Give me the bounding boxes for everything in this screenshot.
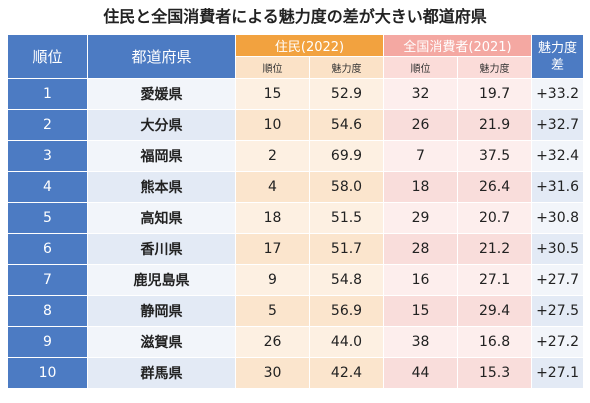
header-prefecture: 都道府県	[87, 34, 236, 79]
cell-residents-rank: 4	[235, 171, 310, 203]
cell-consumers-rank: 29	[383, 202, 459, 234]
cell-diff: +27.7	[531, 264, 585, 296]
cell-residents-rank: 26	[235, 326, 310, 358]
cell-consumers-rank: 15	[383, 295, 459, 327]
cell-residents-rank: 5	[235, 295, 310, 327]
cell-consumers-rank: 18	[383, 171, 459, 203]
cell-residents-rank: 9	[235, 264, 310, 296]
cell-consumers-score: 16.8	[457, 326, 533, 358]
cell-prefecture: 静岡県	[87, 295, 236, 327]
cell-diff: +27.5	[531, 295, 585, 327]
cell-prefecture: 香川県	[87, 233, 236, 265]
cell-diff: +31.6	[531, 171, 585, 203]
cell-consumers-score: 15.3	[457, 357, 533, 389]
table-row: 8 静岡県 5 56.9 15 29.4 +27.5	[7, 295, 585, 327]
subheader-consumers-rank: 順位	[383, 56, 459, 79]
cell-prefecture: 鹿児島県	[87, 264, 236, 296]
cell-residents-rank: 30	[235, 357, 310, 389]
cell-consumers-score: 26.4	[457, 171, 533, 203]
header-consumers-group: 全国消費者(2021)	[383, 34, 533, 57]
cell-residents-score: 58.0	[308, 171, 385, 203]
cell-rank: 6	[7, 233, 88, 265]
cell-residents-score: 42.4	[308, 357, 385, 389]
table-row: 3 福岡県 2 69.9 7 37.5 +32.4	[7, 140, 585, 172]
cell-rank: 7	[7, 264, 88, 296]
cell-diff: +32.4	[531, 140, 585, 172]
table-row: 4 熊本県 4 58.0 18 26.4 +31.6	[7, 171, 585, 203]
cell-prefecture: 大分県	[87, 109, 236, 141]
cell-residents-score: 51.5	[308, 202, 385, 234]
cell-rank: 5	[7, 202, 88, 234]
table-row: 9 滋賀県 26 44.0 38 16.8 +27.2	[7, 326, 585, 358]
cell-residents-score: 44.0	[308, 326, 385, 358]
table-row: 6 香川県 17 51.7 28 21.2 +30.5	[7, 233, 585, 265]
cell-diff: +27.2	[531, 326, 585, 358]
cell-consumers-rank: 7	[383, 140, 459, 172]
cell-prefecture: 愛媛県	[87, 78, 236, 110]
cell-consumers-score: 19.7	[457, 78, 533, 110]
cell-diff: +27.1	[531, 357, 585, 389]
cell-residents-rank: 17	[235, 233, 310, 265]
table-row: 1 愛媛県 15 52.9 32 19.7 +33.2	[7, 78, 585, 110]
header-row: 順位 都道府県 住民(2022) 全国消費者(2021) 魅力度差	[7, 34, 585, 79]
cell-rank: 1	[7, 78, 88, 110]
cell-diff: +30.8	[531, 202, 585, 234]
subheader-residents-score: 魅力度	[308, 56, 385, 79]
cell-consumers-rank: 38	[383, 326, 459, 358]
subheader-consumers-score: 魅力度	[457, 56, 533, 79]
cell-rank: 3	[7, 140, 88, 172]
cell-rank: 9	[7, 326, 88, 358]
cell-diff: +33.2	[531, 78, 585, 110]
cell-diff: +30.5	[531, 233, 585, 265]
cell-prefecture: 高知県	[87, 202, 236, 234]
cell-residents-rank: 15	[235, 78, 310, 110]
cell-prefecture: 滋賀県	[87, 326, 236, 358]
cell-residents-score: 51.7	[308, 233, 385, 265]
cell-prefecture: 群馬県	[87, 357, 236, 389]
table-row: 2 大分県 10 54.6 26 21.9 +32.7	[7, 109, 585, 141]
cell-residents-score: 69.9	[308, 140, 385, 172]
header-residents-group: 住民(2022)	[234, 34, 385, 57]
cell-consumers-score: 21.9	[457, 109, 533, 141]
cell-residents-score: 56.9	[308, 295, 385, 327]
cell-prefecture: 福岡県	[87, 140, 236, 172]
header-rank: 順位	[7, 34, 88, 79]
cell-consumers-score: 21.2	[457, 233, 533, 265]
subheader-residents-rank: 順位	[235, 56, 310, 79]
cell-consumers-score: 37.5	[457, 140, 533, 172]
cell-consumers-rank: 16	[383, 264, 459, 296]
table-row: 7 鹿児島県 9 54.8 16 27.1 +27.7	[7, 264, 585, 296]
cell-consumers-rank: 32	[383, 78, 459, 110]
cell-residents-score: 54.6	[308, 109, 385, 141]
cell-residents-score: 54.8	[308, 264, 385, 296]
cell-consumers-rank: 26	[383, 109, 459, 141]
cell-consumers-rank: 28	[383, 233, 459, 265]
cell-residents-rank: 2	[235, 140, 310, 172]
cell-consumers-score: 29.4	[457, 295, 533, 327]
cell-residents-rank: 18	[235, 202, 310, 234]
cell-rank: 2	[7, 109, 88, 141]
cell-rank: 8	[7, 295, 88, 327]
cell-diff: +32.7	[531, 109, 585, 141]
cell-consumers-rank: 44	[383, 357, 459, 389]
cell-consumers-score: 20.7	[457, 202, 533, 234]
table-row: 10 群馬県 30 42.4 44 15.3 +27.1	[7, 357, 585, 389]
cell-residents-rank: 10	[235, 109, 310, 141]
ranking-table: 順位 都道府県 住民(2022) 全国消費者(2021) 魅力度差 順位 魅力度…	[7, 34, 585, 389]
header-diff: 魅力度差	[531, 34, 585, 79]
cell-rank: 10	[7, 357, 88, 389]
table-row: 5 高知県 18 51.5 29 20.7 +30.8	[7, 202, 585, 234]
table-body: 1 愛媛県 15 52.9 32 19.7 +33.2 2 大分県 10 54.6 26 21.9 +32…	[7, 78, 585, 389]
cell-rank: 4	[7, 171, 88, 203]
page-title: 住民と全国消費者による魅力度の差が大きい都道府県	[103, 7, 487, 26]
cell-consumers-score: 27.1	[457, 264, 533, 296]
cell-prefecture: 熊本県	[87, 171, 236, 203]
cell-residents-score: 52.9	[308, 78, 385, 110]
